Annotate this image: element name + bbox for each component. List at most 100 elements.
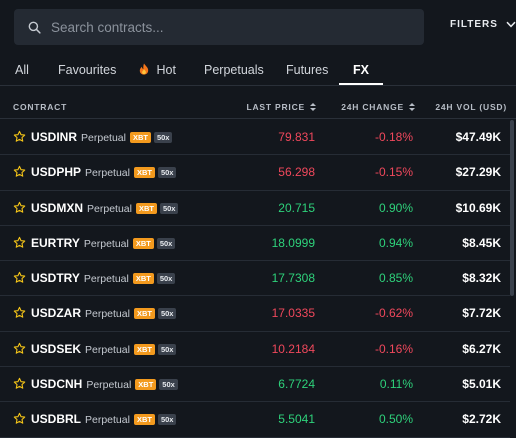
- xbt-badge: XBT: [133, 308, 155, 320]
- table-row[interactable]: USDMXN Perpetual XBT 50x 20.715 0.90% $10.6…: [0, 191, 510, 226]
- 24h-volume: $7.72K: [462, 306, 501, 321]
- 24h-volume: $10.69K: [455, 200, 501, 215]
- 24h-change: 0.85%: [378, 271, 413, 286]
- star-icon[interactable]: [13, 342, 26, 355]
- contract-symbol: USDMXN: [31, 200, 84, 215]
- search-input[interactable]: Search contracts...: [14, 9, 424, 45]
- star-icon[interactable]: [13, 165, 26, 178]
- tab-hot[interactable]: Hot: [139, 63, 176, 77]
- column-header-last-price[interactable]: LAST PRICE: [246, 102, 316, 112]
- chevron-down-icon: [506, 21, 516, 28]
- contract-cell: USDBRL Perpetual XBT 50x: [31, 412, 177, 427]
- fire-icon: [139, 63, 149, 75]
- contract-cell: EURTRY Perpetual XBT 50x: [31, 236, 176, 250]
- last-price: 20.715: [278, 200, 315, 215]
- contract-cell: USDZAR Perpetual XBT 50x: [31, 306, 177, 321]
- 24h-change: 0.90%: [378, 200, 413, 215]
- leverage-badge: 50x: [157, 167, 177, 179]
- column-header-24h-vol[interactable]: 24H VOL (USD): [435, 102, 507, 112]
- table-row[interactable]: USDZAR Perpetual XBT 50x 17.0335 -0.62% $7.…: [0, 296, 510, 332]
- contract-symbol: USDBRL: [31, 412, 81, 427]
- table-row[interactable]: USDTRY Perpetual XBT 50x 17.7308 0.85% $8.3…: [0, 261, 510, 297]
- table-row[interactable]: USDBRL Perpetual XBT 50x 5.5041 0.50% $2.72…: [0, 402, 510, 438]
- xbt-badge: XBT: [132, 273, 154, 285]
- column-header-24h-change-label: 24H CHANGE: [341, 102, 404, 112]
- xbt-badge: XBT: [129, 132, 151, 143]
- contract-cell: USDCNH Perpetual XBT 50x: [31, 377, 178, 391]
- tab-favourites[interactable]: Favourites: [58, 63, 117, 77]
- leverage-badge: 50x: [156, 237, 176, 249]
- table-row[interactable]: USDCNH Perpetual XBT 50x 6.7724 0.11% $5.01…: [0, 367, 510, 403]
- contract-type: Perpetual: [86, 379, 132, 392]
- tab-fx[interactable]: FX: [353, 63, 369, 77]
- contract-cell: USDPHP Perpetual XBT 50x: [31, 165, 177, 180]
- leverage-badge: 50x: [159, 379, 178, 391]
- xbt-badge: XBT: [133, 167, 155, 179]
- xbt-badge: XBT: [133, 343, 155, 355]
- contract-type: Perpetual: [85, 343, 130, 356]
- xbt-badge: XBT: [132, 237, 154, 249]
- column-header-last-price-label: LAST PRICE: [246, 102, 305, 112]
- tab-all[interactable]: All: [15, 63, 29, 77]
- star-icon[interactable]: [13, 271, 26, 284]
- top-bar: Search contracts... FILTERS: [0, 0, 516, 54]
- table-row[interactable]: USDPHP Perpetual XBT 50x 56.298 -0.15% $27.…: [0, 155, 510, 191]
- contract-cell: USDTRY Perpetual XBT 50x: [31, 271, 176, 286]
- 24h-change: 0.11%: [379, 377, 413, 392]
- xbt-badge: XBT: [135, 202, 157, 214]
- contract-type: Perpetual: [83, 237, 129, 250]
- 24h-volume: $5.01K: [462, 377, 501, 392]
- 24h-change: 0.94%: [378, 235, 413, 250]
- star-icon[interactable]: [13, 306, 26, 319]
- star-icon[interactable]: [13, 377, 26, 390]
- table-row[interactable]: USDSEK Perpetual XBT 50x 10.2184 -0.16% $6.…: [0, 332, 510, 368]
- tab-perpetuals[interactable]: Perpetuals: [204, 63, 264, 77]
- sort-icon: [409, 103, 415, 111]
- contract-symbol: USDTRY: [31, 271, 80, 286]
- contract-type: Perpetual: [85, 414, 130, 427]
- contract-symbol: USDPHP: [31, 165, 82, 180]
- star-icon[interactable]: [13, 412, 26, 425]
- xbt-badge: XBT: [135, 379, 157, 391]
- last-price: 5.5041: [278, 412, 315, 427]
- last-price: 79.831: [278, 130, 315, 144]
- column-header-contract[interactable]: CONTRACT: [13, 102, 68, 112]
- 24h-volume: $6.27K: [462, 341, 501, 356]
- contract-cell: USDSEK Perpetual XBT 50x: [31, 341, 177, 356]
- contract-symbol: USDSEK: [31, 341, 82, 356]
- 24h-change: -0.62%: [374, 306, 413, 321]
- 24h-change: -0.16%: [374, 341, 413, 356]
- active-tab-indicator: [339, 83, 383, 85]
- scrollbar[interactable]: [510, 120, 514, 296]
- filters-label: FILTERS: [450, 19, 498, 30]
- 24h-volume: $27.29K: [455, 165, 501, 180]
- 24h-change: -0.15%: [374, 165, 413, 180]
- star-icon[interactable]: [13, 201, 26, 214]
- contract-symbol: USDINR: [31, 130, 78, 144]
- search-placeholder: Search contracts...: [51, 19, 164, 35]
- star-icon[interactable]: [13, 236, 26, 249]
- 24h-volume: $2.72K: [462, 412, 501, 427]
- column-header-24h-change[interactable]: 24H CHANGE: [341, 102, 415, 112]
- last-price: 17.0335: [271, 306, 315, 321]
- contract-type: Perpetual: [87, 202, 132, 215]
- contract-cell: USDINR Perpetual XBT 50x: [31, 130, 173, 144]
- sort-icon: [310, 103, 316, 111]
- star-icon[interactable]: [13, 130, 26, 143]
- leverage-badge: 50x: [153, 132, 173, 143]
- 24h-volume: $8.32K: [462, 271, 501, 286]
- table-row[interactable]: EURTRY Perpetual XBT 50x 18.0999 0.94% $8.4…: [0, 226, 510, 262]
- contract-type: Perpetual: [85, 167, 130, 180]
- contracts-table-body: USDINR Perpetual XBT 50x 79.831 -0.18% $47.…: [0, 120, 510, 438]
- tab-futures[interactable]: Futures: [286, 63, 329, 77]
- leverage-badge: 50x: [157, 414, 177, 426]
- xbt-badge: XBT: [133, 414, 155, 426]
- contract-type: Perpetual: [83, 273, 129, 286]
- 24h-change: -0.18%: [374, 130, 413, 144]
- table-row[interactable]: USDINR Perpetual XBT 50x 79.831 -0.18% $47.…: [0, 120, 510, 156]
- tab-hot-label: Hot: [156, 63, 176, 77]
- contract-symbol: USDZAR: [31, 306, 81, 321]
- search-icon: [28, 21, 41, 34]
- 24h-volume: $47.49K: [455, 130, 501, 144]
- filters-button[interactable]: FILTERS: [450, 19, 516, 30]
